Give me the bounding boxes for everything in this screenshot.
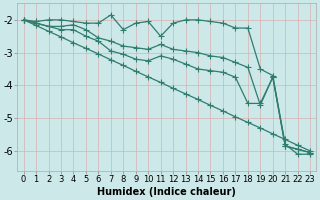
X-axis label: Humidex (Indice chaleur): Humidex (Indice chaleur) (98, 187, 236, 197)
